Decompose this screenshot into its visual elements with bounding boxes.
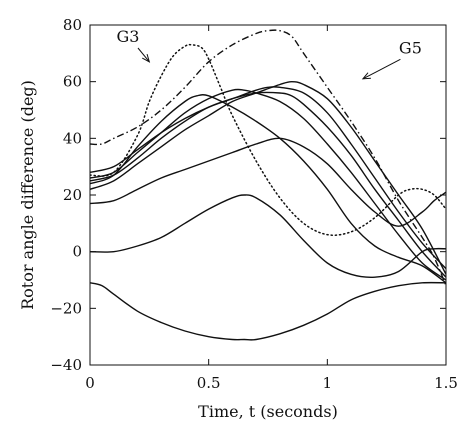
x-tick-label: 1: [323, 374, 333, 392]
series-line-curve-3: [90, 94, 446, 284]
series-lines: [90, 29, 446, 341]
series-line-curve-9: [90, 194, 446, 278]
y-axis-label: Rotor angle difference (deg): [18, 80, 37, 310]
y-tick-label: 20: [63, 186, 82, 204]
series-line-curve-8: [90, 137, 446, 227]
annotation-arrow-line: [362, 58, 401, 80]
annotations: G3 G5: [116, 27, 422, 80]
annotation-label-g5: G5: [399, 38, 422, 57]
y-tick-label: 0: [72, 243, 82, 261]
series-line-curve-6: [90, 86, 446, 270]
series-line-curve-4: [90, 88, 446, 281]
annotation-arrow-line: [137, 47, 150, 63]
x-tick-label: 0: [85, 374, 95, 392]
y-tick-label: −20: [50, 299, 82, 317]
series-line-curve-5: [90, 91, 446, 278]
series-line-curve-10: [90, 281, 446, 341]
x-axis-label: Time, t (seconds): [198, 402, 338, 421]
x-tick-label: 0.5: [197, 374, 221, 392]
y-tick-label: 40: [63, 129, 82, 147]
series-line-g3: [90, 43, 446, 236]
y-tick-label: 80: [63, 16, 82, 34]
annotation-label-g3: G3: [116, 27, 139, 46]
series-line-g5: [90, 29, 446, 286]
tick-labels: 0 0.5 1 1.5 −40 −20 0 20 40 60 80: [50, 16, 458, 392]
y-tick-label: −40: [50, 356, 82, 374]
y-tick-label: 60: [63, 73, 82, 91]
series-line-curve-7: [90, 80, 446, 275]
annotation-arrowhead: [361, 72, 371, 80]
x-tick-label: 1.5: [434, 374, 458, 392]
annotation-arrowhead: [142, 54, 151, 63]
